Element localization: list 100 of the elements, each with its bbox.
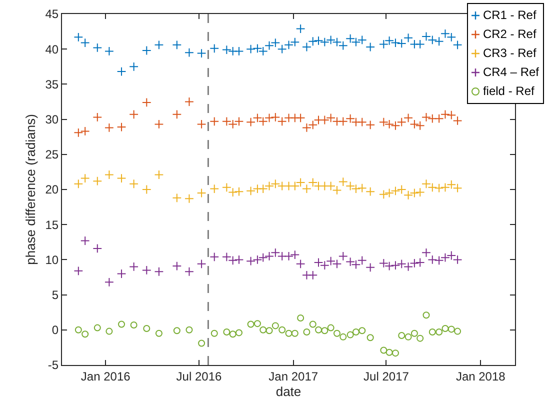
point — [116, 174, 126, 183]
point — [309, 320, 316, 328]
x-tick-label: Jan 2016 — [80, 369, 131, 384]
x-axis-title: date — [276, 384, 302, 399]
point — [434, 183, 444, 193]
point — [210, 184, 220, 194]
x-tick-label: Jan 2018 — [456, 369, 506, 384]
point — [210, 330, 218, 337]
point — [434, 256, 444, 266]
point — [321, 327, 328, 334]
point — [210, 252, 220, 262]
point — [116, 66, 126, 76]
point — [258, 252, 268, 262]
point — [223, 328, 230, 336]
point — [291, 330, 298, 337]
point — [234, 116, 244, 126]
point — [196, 259, 206, 269]
point — [366, 334, 374, 342]
point — [129, 62, 139, 72]
point — [284, 40, 294, 50]
point — [154, 170, 164, 180]
point — [357, 183, 367, 193]
point — [378, 190, 388, 200]
point — [333, 330, 340, 337]
point — [80, 174, 90, 183]
point — [142, 46, 152, 56]
point — [410, 258, 420, 268]
point — [264, 40, 274, 50]
point — [378, 39, 388, 49]
point — [246, 186, 256, 196]
point — [116, 122, 126, 132]
y-tick-label: -5 — [48, 358, 59, 372]
point — [390, 186, 400, 196]
point — [184, 97, 194, 106]
point — [410, 188, 420, 198]
point — [252, 255, 262, 264]
point — [278, 326, 286, 334]
point — [264, 181, 274, 191]
point — [428, 114, 438, 124]
point — [314, 36, 324, 46]
point — [142, 184, 152, 194]
legend-label: CR2 - Ref — [482, 26, 536, 43]
point — [264, 251, 274, 261]
point — [104, 123, 114, 132]
point — [338, 251, 348, 261]
point — [80, 126, 90, 136]
point — [172, 40, 182, 50]
point — [142, 98, 152, 108]
point — [415, 120, 425, 130]
y-tick-label: 45 — [45, 7, 59, 22]
point — [416, 334, 424, 342]
x-tick-label: Jul 2016 — [176, 369, 222, 384]
point — [246, 256, 256, 266]
point — [296, 113, 306, 123]
point — [106, 328, 113, 335]
point — [380, 346, 388, 354]
point — [436, 328, 443, 336]
point — [196, 188, 206, 198]
legend-label: CR4 – Ref — [482, 64, 539, 81]
point — [357, 35, 367, 45]
point — [428, 328, 436, 336]
point — [196, 48, 206, 58]
y-tick-label: 10 — [45, 252, 59, 267]
point — [357, 117, 367, 127]
point — [440, 182, 450, 192]
point — [422, 248, 431, 258]
point — [118, 320, 126, 328]
point — [184, 194, 194, 204]
point — [196, 120, 206, 129]
point — [358, 327, 366, 334]
point — [303, 328, 310, 336]
point — [440, 252, 450, 262]
point — [234, 186, 244, 196]
point — [258, 184, 268, 194]
point — [357, 256, 367, 266]
legend-label: field - Ref — [482, 83, 534, 100]
point — [173, 327, 180, 334]
point — [129, 262, 139, 272]
y-tick-label: 15 — [45, 218, 59, 232]
legend-label: CR3 - Ref — [482, 45, 536, 62]
point — [222, 45, 232, 54]
point — [260, 326, 267, 334]
point — [302, 270, 312, 280]
point — [396, 117, 406, 127]
point — [290, 250, 300, 260]
point — [184, 266, 194, 276]
y-tick-label: 20 — [45, 182, 59, 197]
point — [390, 260, 400, 270]
point — [172, 193, 182, 203]
point — [229, 330, 236, 338]
point — [198, 340, 206, 347]
y-tick-label: 5 — [52, 288, 59, 302]
point — [246, 44, 256, 54]
y-tick-label: 0 — [52, 323, 59, 338]
point — [327, 324, 334, 332]
point — [290, 37, 300, 47]
point — [104, 46, 114, 56]
point — [452, 40, 462, 50]
point — [186, 326, 193, 334]
point — [302, 42, 312, 52]
